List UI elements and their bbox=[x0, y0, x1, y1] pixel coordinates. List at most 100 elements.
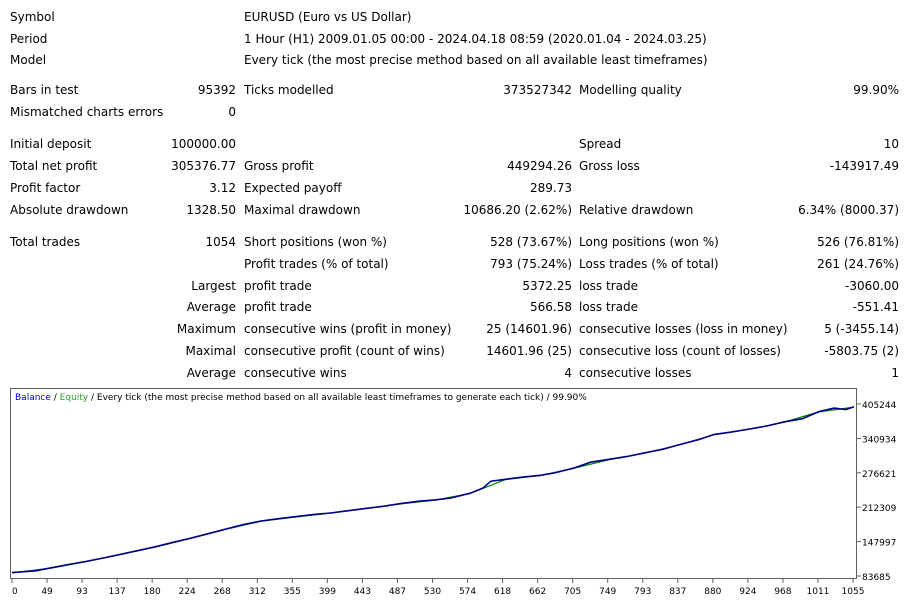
x-tick-label: 1011 bbox=[807, 587, 830, 597]
grossprofit-label: Gross profit bbox=[244, 159, 314, 173]
average-loss-value: -551.41 bbox=[852, 300, 899, 314]
relative-drawdown-value: 6.34% (8000.37) bbox=[798, 203, 899, 217]
netprofit-value: 305376.77 bbox=[171, 159, 236, 173]
legend-description: / Every tick (the most precise method ba… bbox=[88, 393, 587, 403]
largest-loss-value: -3060.00 bbox=[845, 279, 899, 293]
max-consecutive-losses-label: consecutive losses (loss in money) bbox=[579, 322, 788, 336]
x-tick-label: 137 bbox=[109, 587, 126, 597]
bars-label: Bars in test bbox=[10, 83, 79, 97]
x-tick-label: 530 bbox=[424, 587, 441, 597]
x-tick-label: 618 bbox=[494, 587, 511, 597]
expected-payoff-label: Expected payoff bbox=[244, 181, 342, 195]
maximal-label: Maximal bbox=[185, 344, 236, 358]
avg-consecutive-losses-value: 1 bbox=[891, 366, 899, 380]
absolute-drawdown-label: Absolute drawdown bbox=[10, 203, 129, 217]
mismatch-value: 0 bbox=[228, 105, 236, 119]
average-consecutive-label: Average bbox=[186, 366, 236, 380]
total-trades-label: Total trades bbox=[10, 235, 81, 249]
y-tick-label: 147997 bbox=[862, 539, 896, 549]
y-tick-label: 340934 bbox=[862, 435, 897, 445]
bars-value: 95392 bbox=[197, 83, 236, 97]
grossprofit-value: 449294.26 bbox=[507, 159, 572, 173]
x-tick-label: 924 bbox=[739, 587, 756, 597]
profit-factor-value: 3.12 bbox=[209, 181, 236, 195]
legend-equity: Equity bbox=[60, 393, 89, 403]
x-tick-label: 574 bbox=[459, 587, 476, 597]
long-positions-value: 526 (76.81%) bbox=[817, 235, 899, 249]
y-tick-label: 212309 bbox=[862, 504, 897, 514]
mismatch-label: Mismatched charts errors bbox=[10, 105, 164, 119]
max-consecutive-losses-value: 5 (-3455.14) bbox=[824, 322, 899, 336]
x-tick-label: 355 bbox=[284, 587, 301, 597]
x-tick-label: 399 bbox=[319, 587, 336, 597]
spread-label: Spread bbox=[579, 137, 622, 151]
period-label: Period bbox=[10, 32, 48, 46]
loss-trades-value: 261 (24.76%) bbox=[817, 257, 899, 271]
deposit-label: Initial deposit bbox=[10, 137, 92, 151]
max-consecutive-loss-label: consecutive loss (count of losses) bbox=[579, 344, 781, 358]
legend-separator: / bbox=[51, 393, 60, 403]
avg-consecutive-wins-value: 4 bbox=[564, 366, 572, 380]
x-tick-label: 880 bbox=[704, 587, 721, 597]
maximal-drawdown-label: Maximal drawdown bbox=[244, 203, 361, 217]
x-tick-label: 793 bbox=[634, 587, 651, 597]
profit-trades-value: 793 (75.24%) bbox=[490, 257, 572, 271]
x-tick-label: 180 bbox=[144, 587, 161, 597]
average-label: Average bbox=[186, 300, 236, 314]
series-line-balance bbox=[11, 406, 855, 574]
max-consecutive-wins-label: consecutive wins (profit in money) bbox=[244, 322, 452, 336]
symbol-label: Symbol bbox=[10, 10, 55, 24]
spread-value: 10 bbox=[883, 137, 899, 151]
short-positions-label: Short positions (won %) bbox=[244, 235, 387, 249]
absolute-drawdown-value: 1328.50 bbox=[186, 203, 236, 217]
x-tick-label: 0 bbox=[12, 587, 18, 597]
x-tick-label: 705 bbox=[564, 587, 581, 597]
y-tick-label: 83685 bbox=[862, 573, 891, 583]
profit-factor-label: Profit factor bbox=[10, 181, 81, 195]
largest-profit-value: 5372.25 bbox=[522, 279, 572, 293]
avg-consecutive-wins-label: consecutive wins bbox=[244, 366, 347, 380]
quality-label: Modelling quality bbox=[579, 83, 682, 97]
largest-profit-label: profit trade bbox=[244, 279, 312, 293]
balance-equity-chart: Balance / Equity / Every tick (the most … bbox=[10, 388, 897, 597]
chart-legend: Balance / Equity / Every tick (the most … bbox=[15, 393, 587, 403]
largest-label: Largest bbox=[191, 279, 236, 293]
total-trades-value: 1054 bbox=[205, 235, 236, 249]
x-tick-label: 93 bbox=[76, 587, 87, 597]
quality-value: 99.90% bbox=[853, 83, 899, 97]
x-tick-label: 1055 bbox=[842, 587, 865, 597]
x-tick-label: 749 bbox=[599, 587, 616, 597]
symbol-value: EURUSD (Euro vs US Dollar) bbox=[244, 10, 412, 24]
model-value: Every tick (the most precise method base… bbox=[244, 53, 708, 67]
average-loss-label: loss trade bbox=[579, 300, 638, 314]
maximum-label: Maximum bbox=[176, 322, 236, 336]
short-positions-value: 528 (73.67%) bbox=[490, 235, 572, 249]
profit-trades-label: Profit trades (% of total) bbox=[244, 257, 389, 271]
y-axis: 405244 340934 276621 212309 147997 83685 bbox=[856, 401, 897, 583]
maximal-drawdown-value: 10686.20 (2.62%) bbox=[463, 203, 572, 217]
model-label: Model bbox=[10, 53, 47, 67]
max-consecutive-wins-value: 25 (14601.96) bbox=[486, 322, 572, 336]
average-profit-value: 566.58 bbox=[530, 300, 572, 314]
x-tick-label: 837 bbox=[669, 587, 686, 597]
x-tick-label: 487 bbox=[389, 587, 406, 597]
grossloss-label: Gross loss bbox=[579, 159, 640, 173]
avg-consecutive-losses-label: consecutive losses bbox=[579, 366, 692, 380]
legend-balance: Balance bbox=[15, 393, 51, 403]
largest-loss-label: loss trade bbox=[579, 279, 638, 293]
netprofit-label: Total net profit bbox=[10, 159, 98, 173]
ticks-value: 373527342 bbox=[503, 83, 572, 97]
y-tick-label: 405244 bbox=[862, 401, 897, 411]
x-tick-label: 268 bbox=[214, 587, 231, 597]
grossloss-value: -143917.49 bbox=[829, 159, 899, 173]
period-value: 1 Hour (H1) 2009.01.05 00:00 - 2024.04.1… bbox=[244, 32, 707, 46]
x-tick-label: 968 bbox=[774, 587, 791, 597]
x-axis: 0 49 93 137 180 224 268 312 355 399 443 487 530 574 61… bbox=[11, 578, 865, 597]
ticks-label: Ticks modelled bbox=[244, 83, 334, 97]
x-tick-label: 312 bbox=[249, 587, 266, 597]
relative-drawdown-label: Relative drawdown bbox=[579, 203, 694, 217]
max-consecutive-profit-value: 14601.96 (25) bbox=[486, 344, 572, 358]
x-tick-label: 224 bbox=[179, 587, 196, 597]
y-tick-label: 276621 bbox=[862, 470, 896, 480]
loss-trades-label: Loss trades (% of total) bbox=[579, 257, 719, 271]
